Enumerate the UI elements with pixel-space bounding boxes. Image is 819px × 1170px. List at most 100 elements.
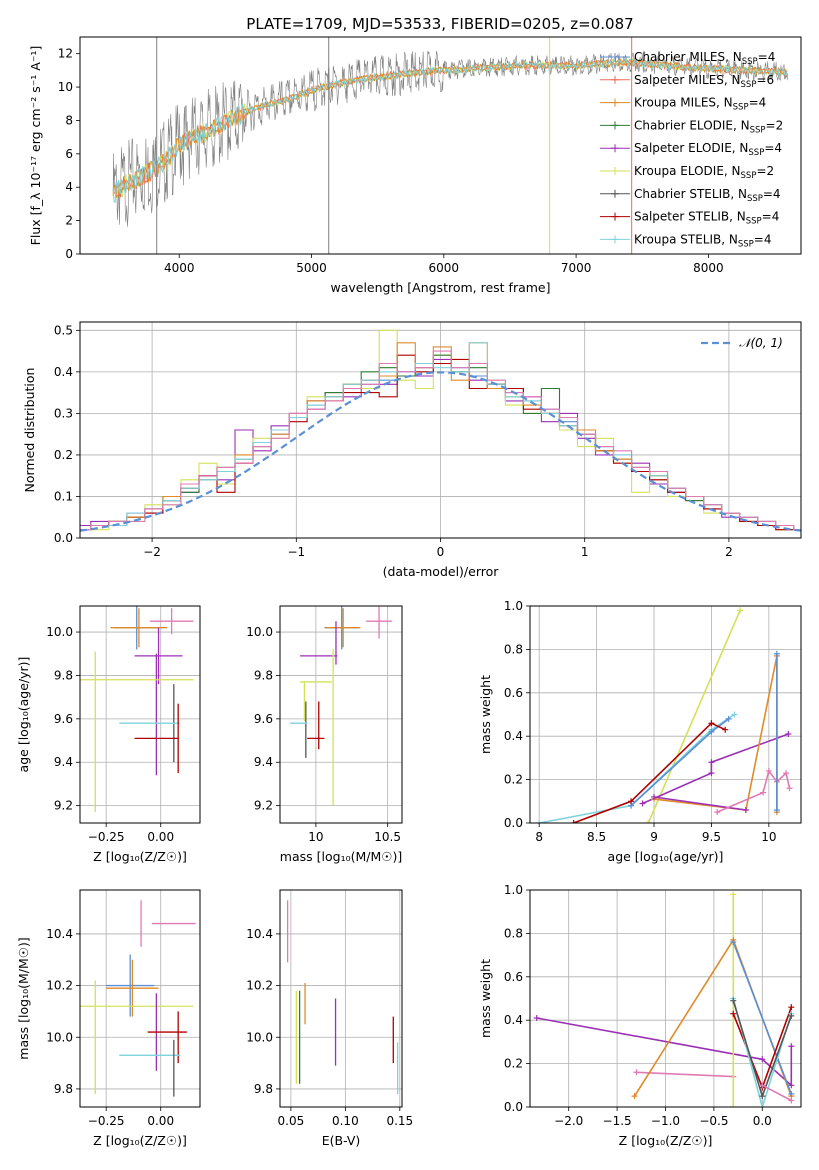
x-axis-label: Z [log₁₀(Z/Z☉)]: [619, 1133, 713, 1148]
y-tick-label: 10.2: [246, 979, 273, 993]
legend-subscript: SSP: [733, 103, 749, 113]
legend-subscript: SSP: [742, 57, 758, 67]
axes-frame: [279, 889, 403, 1108]
y-tick-label: 0.6: [504, 686, 523, 700]
legend-value: =2: [756, 164, 774, 178]
legend-marker: [611, 235, 619, 244]
legend-value: =2: [766, 118, 784, 132]
weight-marker: [631, 1093, 638, 1100]
x-tick-label: −1: [287, 545, 305, 559]
legend-label: Kroupa STELIB, NSSP=4: [634, 232, 772, 249]
histogram-step: [80, 354, 801, 531]
plot-area: [290, 606, 392, 806]
y-tick-label: 0.4: [54, 365, 73, 379]
weight-marker: [730, 1104, 737, 1107]
panel-age_vs_Z: −0.25 0.00 9.2 9.4 9.6 9.8 10.0 Z [log₁₀(Z/Z☉)]…: [16, 605, 201, 864]
weight-marker: [708, 759, 715, 766]
legend-label: Chabrier ELODIE, NSSP=2: [634, 118, 783, 135]
y-tick-label: 0.0: [504, 1100, 523, 1114]
plot-area: [80, 900, 196, 1097]
plot-area: [536, 607, 793, 823]
weight-marker: [645, 820, 652, 823]
x-tick-label: 9: [650, 830, 658, 844]
y-tick-label: 0.4: [504, 1013, 523, 1027]
normal-curve: [80, 371, 801, 532]
x-tick-label: 9.5: [702, 830, 721, 844]
weight-line: [573, 722, 726, 823]
weight-marker: [742, 806, 749, 813]
axes-frame: [79, 605, 201, 824]
x-tick-label: −1.5: [603, 1114, 632, 1128]
weight-marker: [773, 650, 780, 657]
x-tick-label: 0.00: [147, 830, 174, 844]
weight-marker: [730, 997, 737, 1004]
weight-line: [636, 1071, 734, 1078]
weight-marker: [759, 1056, 766, 1063]
y-tick-label: 0.2: [504, 773, 523, 787]
weight-marker: [788, 1090, 795, 1097]
weight-marker: [760, 789, 767, 796]
x-tick-label: −0.25: [88, 1114, 125, 1128]
axes-frame: [79, 889, 201, 1108]
legend-subscript: SSP: [750, 125, 766, 135]
x-tick-label: 7000: [561, 261, 592, 275]
x-tick-label: 2: [725, 545, 733, 559]
y-tick-label: 9.8: [254, 668, 273, 682]
weight-marker: [708, 728, 715, 735]
legend-subscript: SSP: [746, 217, 762, 227]
y-axis-label: Normed distribution: [22, 368, 37, 493]
y-tick-label: 12: [58, 47, 73, 61]
y-tick-label: 0.0: [54, 531, 73, 545]
y-tick-label: 10.0: [46, 625, 73, 639]
model-spectrum: [112, 58, 788, 199]
legend-value: =6: [756, 73, 774, 87]
y-tick-label: 1.0: [504, 599, 523, 613]
y-tick-label: 2: [65, 214, 73, 228]
weight-line: [716, 769, 791, 813]
y-tick-label: 8: [65, 113, 73, 127]
y-tick-label: 10.2: [46, 979, 73, 993]
plot-area: [286, 900, 399, 1095]
x-axis-label: age [log₁₀(age/yr)]: [608, 849, 724, 864]
y-tick-label: 10.4: [46, 927, 73, 941]
legend: Chabrier MILES, NSSP=4 Salpeter MILES, NS…: [600, 50, 783, 249]
figure-title: PLATE=1709, MJD=53533, FIBERID=0205, z=0…: [246, 15, 633, 33]
x-axis-label: wavelength [Angstrom, rest frame]: [330, 280, 550, 295]
weight-marker: [788, 1097, 795, 1104]
x-tick-label: 10.5: [374, 830, 401, 844]
legend-marker: [611, 53, 619, 61]
panels: 4000 5000 6000 7000 8000024681012wavelength …: [16, 36, 802, 1148]
weight-line: [539, 713, 735, 823]
x-tick-label: 0.00: [147, 1114, 174, 1128]
plot-area: [80, 329, 801, 532]
weight-marker: [783, 770, 790, 777]
legend-label: Chabrier MILES, NSSP=4: [634, 50, 775, 67]
y-tick-label: 9.4: [254, 755, 273, 769]
y-axis-label: Flux [f_λ 10⁻¹⁷ erg cm⁻² s⁻¹ A⁻¹]: [28, 46, 43, 246]
panel-spectrum: 4000 5000 6000 7000 8000 0 2 4 6 8 10 12 wavelength …: [28, 36, 802, 295]
legend-label: Kroupa MILES, NSSP=4: [634, 96, 766, 113]
weight-marker: [730, 1010, 737, 1017]
histogram-step: [80, 329, 801, 531]
legend-subscript: SSP: [748, 148, 764, 158]
weight-marker: [759, 1093, 766, 1100]
x-tick-label: 0.0: [753, 1114, 772, 1128]
legend-marker: [611, 144, 619, 153]
weight-marker: [759, 1104, 766, 1107]
y-tick-label: 9.8: [54, 1082, 73, 1096]
axes-frame: [529, 605, 802, 824]
weight-marker: [788, 1043, 795, 1050]
x-axis-label: mass [log₁₀(M/M☉)]: [280, 849, 402, 864]
axes-frame: [529, 889, 802, 1108]
weight-marker: [773, 806, 780, 813]
y-tick-label: 9.6: [54, 712, 73, 726]
x-tick-label: 0.10: [332, 1114, 359, 1128]
weight-marker: [722, 726, 729, 733]
legend-subscript: SSP: [741, 171, 757, 181]
y-tick-label: 9.4: [54, 755, 73, 769]
histogram-step: [80, 342, 801, 531]
model-spectrum: [112, 57, 788, 204]
y-tick-label: 9.6: [254, 712, 273, 726]
weight-marker: [570, 820, 577, 823]
legend-value: =4: [758, 50, 776, 64]
